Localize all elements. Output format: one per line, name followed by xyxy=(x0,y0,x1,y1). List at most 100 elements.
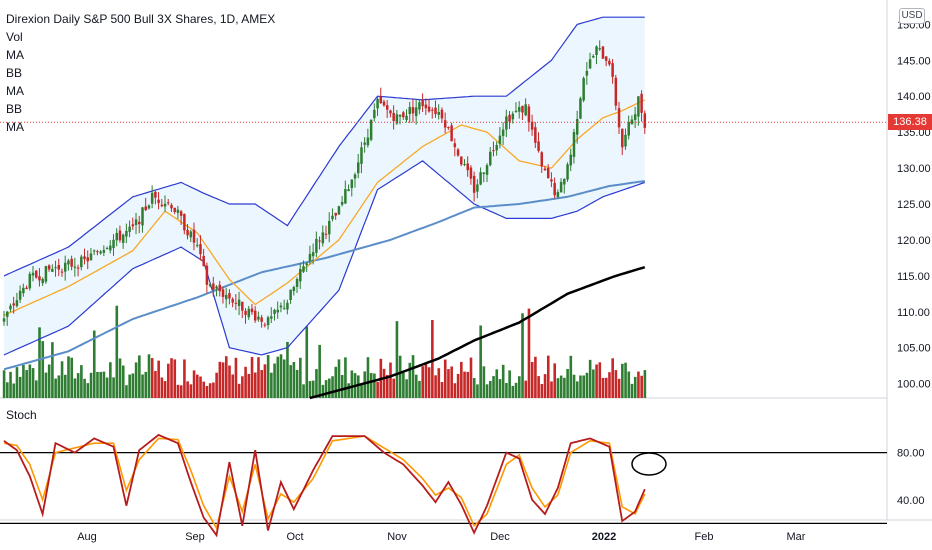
volume-bar xyxy=(366,357,370,398)
volume-bar xyxy=(176,384,180,398)
currency-badge[interactable]: USD xyxy=(899,8,925,24)
indicator-bb-1[interactable]: BB xyxy=(6,66,23,80)
candle-body xyxy=(331,215,334,220)
candle-body xyxy=(41,278,44,284)
volume-bar xyxy=(22,364,25,398)
candle-body xyxy=(382,101,386,106)
candle-body xyxy=(141,207,144,226)
candle-body xyxy=(598,48,601,50)
volume-bar xyxy=(125,385,128,398)
volume-bar xyxy=(595,364,598,398)
volume-bar xyxy=(344,357,347,398)
volume-bar xyxy=(292,361,296,398)
volume-bar xyxy=(57,375,61,398)
candle-body xyxy=(89,253,93,261)
volume-bar xyxy=(6,382,9,398)
volume-bar xyxy=(141,374,144,398)
volume-bar xyxy=(86,383,90,398)
candle-body xyxy=(588,59,592,69)
candle-body xyxy=(47,265,51,270)
indicator-bb-2[interactable]: BB xyxy=(6,102,23,116)
volume-bar xyxy=(389,362,392,398)
volume-bar xyxy=(118,358,122,398)
candle-body xyxy=(460,156,463,165)
candle-body xyxy=(60,271,64,273)
candle-body xyxy=(221,289,225,297)
candle-body xyxy=(392,112,395,121)
candle-body xyxy=(614,77,618,106)
volume-bar xyxy=(472,378,476,398)
volume-bar xyxy=(466,371,470,398)
candle-body xyxy=(582,78,585,101)
volume-bar xyxy=(392,378,396,398)
volume-bar xyxy=(170,358,173,398)
symbol-title[interactable]: Direxion Daily S&P 500 Bull 3X Shares, 1… xyxy=(6,12,276,26)
candle-body xyxy=(279,305,283,308)
indicator-vol[interactable]: Vol xyxy=(6,30,23,44)
candle-body xyxy=(431,109,434,111)
time-tick-label: Oct xyxy=(286,531,303,543)
volume-bar xyxy=(482,366,486,398)
indicator-ma-1[interactable]: MA xyxy=(6,48,24,62)
candle-body xyxy=(105,248,109,250)
volume-bar xyxy=(202,381,206,398)
candle-body xyxy=(241,301,244,311)
candle-body xyxy=(218,284,222,292)
volume-bar xyxy=(321,384,325,398)
volume-bar xyxy=(80,365,83,398)
indicator-ma-2[interactable]: MA xyxy=(6,84,24,98)
volume-bar xyxy=(51,342,54,398)
candle-body xyxy=(311,252,315,257)
volume-bar xyxy=(15,367,19,398)
volume-bar xyxy=(224,356,228,398)
volume-bar xyxy=(295,369,299,398)
volume-bar xyxy=(546,355,550,398)
candle-body xyxy=(286,302,289,310)
volume-bar xyxy=(447,369,450,398)
candle-body xyxy=(521,105,524,113)
candle-body xyxy=(215,286,218,289)
candle-body xyxy=(492,150,495,152)
stoch-label[interactable]: Stoch xyxy=(6,408,37,422)
volume-bar xyxy=(234,357,238,398)
volume-bar xyxy=(144,371,148,398)
volume-bar xyxy=(450,366,453,398)
candle-body xyxy=(437,111,440,115)
volume-bar xyxy=(128,374,131,398)
volume-bar xyxy=(624,362,627,398)
candle-body xyxy=(347,189,350,192)
candle-body xyxy=(15,300,19,307)
volume-bar xyxy=(83,378,86,398)
volume-bar xyxy=(592,369,595,398)
candle-body xyxy=(643,113,647,128)
volume-bar xyxy=(492,376,495,398)
candle-body xyxy=(530,121,534,130)
volume-bar xyxy=(315,369,318,398)
volume-bar xyxy=(157,360,160,398)
volume-bar xyxy=(308,381,312,398)
candle-body xyxy=(234,302,238,304)
candle-body xyxy=(575,118,579,135)
candle-body xyxy=(546,168,550,179)
volume-bar xyxy=(382,368,386,398)
volume-bar xyxy=(514,382,518,398)
candle-body xyxy=(334,212,337,216)
candle-body xyxy=(357,162,360,174)
volume-bar xyxy=(395,321,399,398)
candle-body xyxy=(186,229,189,236)
candle-body xyxy=(511,113,515,120)
volume-bar xyxy=(453,383,457,398)
candle-body xyxy=(289,289,292,301)
volume-bar xyxy=(460,361,463,398)
price-tick-label: 115.00 xyxy=(897,271,930,283)
volume-bar xyxy=(331,376,334,398)
indicator-ma-3[interactable]: MA xyxy=(6,120,24,134)
volume-bar xyxy=(60,361,64,398)
last-price-badge: 136.38 xyxy=(888,114,932,130)
price-tick-label: 140.00 xyxy=(897,91,931,103)
volume-bar xyxy=(189,384,193,398)
volume-bar xyxy=(334,366,338,398)
volume-bar xyxy=(121,365,125,398)
